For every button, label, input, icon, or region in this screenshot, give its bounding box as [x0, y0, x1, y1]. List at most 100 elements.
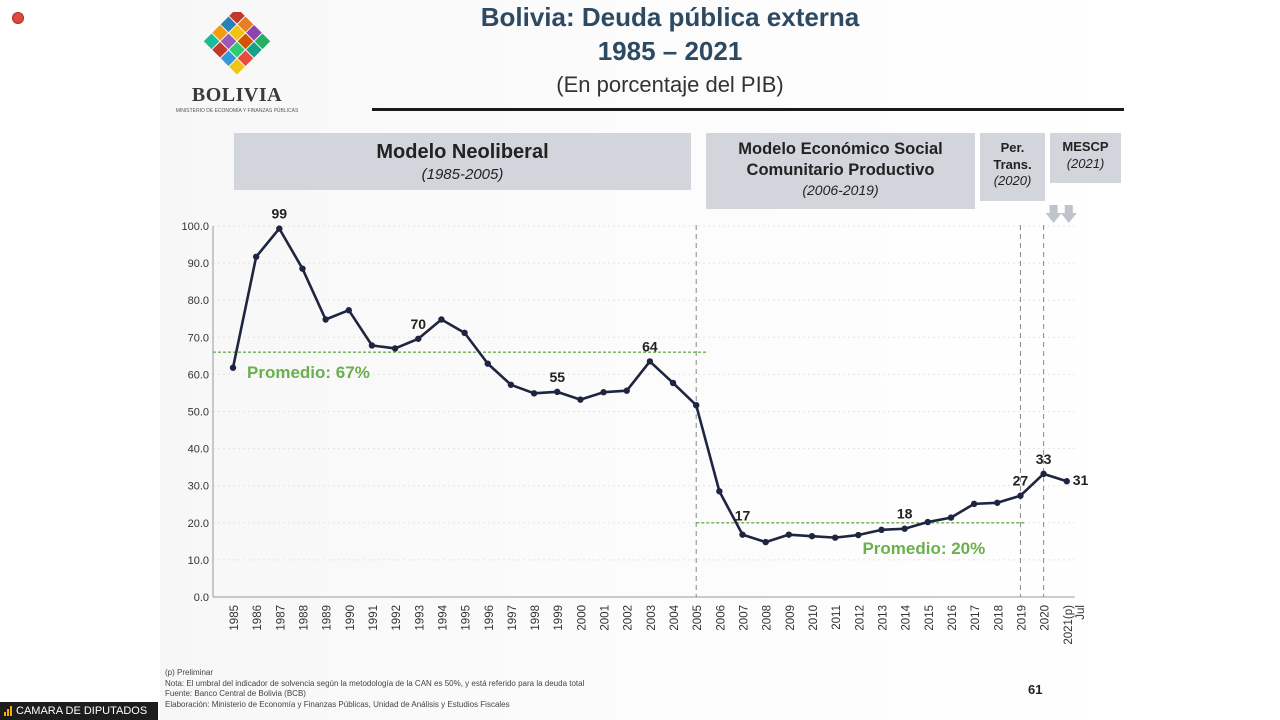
period-name: Per. Trans.	[980, 139, 1045, 173]
x-tick-label: 2012	[854, 605, 866, 631]
note-elaboracion: Elaboración: Ministerio de Economía y Fi…	[165, 699, 510, 709]
data-point	[554, 388, 561, 396]
x-tick-label: 2005	[692, 605, 704, 631]
data-point	[693, 401, 700, 409]
data-label: 64	[642, 338, 658, 354]
period-years: (2021)	[1066, 156, 1105, 171]
x-tick-label: 2014	[901, 604, 913, 630]
x-tick-label: 2007	[739, 605, 751, 631]
page-number: 61	[1028, 682, 1043, 697]
data-point	[276, 225, 283, 232]
period-name: MESCP	[1062, 139, 1109, 154]
data-point	[1040, 470, 1047, 478]
x-tick-label: 2009	[785, 605, 797, 631]
x-tick-label: 2015	[924, 605, 936, 631]
x-tick-label: 2018	[993, 605, 1005, 631]
period-mescp: MESCP (2021)	[1050, 133, 1121, 183]
slide	[160, 0, 1127, 720]
y-tick-label: 0.0	[194, 592, 209, 604]
average-label: Promedio: 20%	[862, 539, 985, 558]
x-tick-label: 1995	[461, 605, 473, 631]
data-point	[1017, 492, 1024, 499]
x-tick-label: 2019	[1016, 605, 1028, 631]
note-preliminar: (p) Preliminar	[165, 668, 214, 677]
data-point	[855, 531, 862, 539]
x-tick-label: 1998	[530, 605, 542, 631]
average-label: Promedio: 67%	[247, 363, 370, 382]
data-point	[669, 379, 677, 387]
data-point	[252, 253, 260, 260]
broadcast-bar: CAMARA DE DIPUTADOS	[0, 702, 158, 720]
period-transicion: Per. Trans. (2020)	[980, 133, 1045, 201]
x-tick-label: 2000	[576, 605, 588, 631]
x-tick-label: 1988	[298, 605, 310, 631]
period-years: (1985-2005)	[421, 166, 504, 183]
x-tick-label: 2001	[600, 605, 612, 631]
period-name-line1: Per.	[1000, 140, 1025, 155]
x-tick-label: 2004	[669, 604, 681, 630]
data-point	[831, 534, 839, 541]
y-tick-label: 50.0	[188, 407, 209, 419]
y-tick-label: 20.0	[188, 518, 209, 530]
x-tick-label: 1989	[322, 605, 334, 631]
x-tick-label: 1990	[345, 605, 357, 631]
y-tick-label: 10.0	[188, 555, 209, 567]
data-point	[507, 381, 515, 388]
data-point	[924, 518, 931, 526]
period-name: Modelo Económico Social Comunitario Prod…	[706, 139, 975, 181]
period-years: (2020)	[993, 173, 1032, 188]
period-social-comunitario: Modelo Económico Social Comunitario Prod…	[706, 133, 975, 209]
series-line	[231, 227, 1068, 544]
down-arrow-icon	[1045, 205, 1062, 223]
data-point	[994, 499, 1001, 506]
x-tick-label: 1994	[437, 604, 449, 630]
x-tick-label: 2021(p)	[1063, 605, 1075, 645]
logo-mosaic-icon	[203, 8, 271, 75]
data-point	[623, 387, 630, 394]
data-point	[739, 531, 746, 538]
data-label: 31	[1073, 472, 1089, 488]
debt-line-chart: 0.0 10.0 20.0 30.0 40.0 50.0 60.0 70.0 80.0 90.0 1…	[181, 205, 1089, 645]
data-point	[762, 538, 769, 546]
chart-title-line1: Bolivia: Deuda pública externa	[480, 2, 860, 32]
chart-subtitle: (En porcentaje del PIB)	[556, 72, 784, 97]
x-tick-label: 1997	[507, 605, 519, 631]
data-label: 99	[272, 206, 288, 222]
x-tick-label: 1985	[229, 605, 241, 631]
data-point	[716, 488, 723, 495]
x-tick-label: 1999	[553, 605, 565, 631]
data-point	[646, 358, 654, 365]
note-umbral: Nota: El umbral del indicador de solvenc…	[165, 678, 585, 688]
logo-subtext: MINISTERIO DE ECONOMÍA Y FINANZAS PÚBLIC…	[175, 108, 299, 114]
x-tick-label: 2020	[1040, 605, 1052, 631]
y-tick-label: 80.0	[188, 295, 209, 307]
data-point	[415, 335, 422, 342]
data-point	[577, 396, 584, 403]
data-point	[530, 390, 538, 397]
y-tick-label: 70.0	[188, 332, 209, 344]
x-tick-label-extra: Jul	[1075, 605, 1087, 620]
logo-name: BOLIVIA	[191, 84, 283, 106]
data-point	[229, 364, 237, 371]
data-label: 33	[1036, 451, 1052, 467]
data-point	[345, 307, 352, 314]
title-rule	[372, 108, 1124, 111]
data-point	[901, 525, 908, 532]
x-tick-label: 2017	[970, 605, 982, 631]
x-tick-label: 2002	[623, 605, 635, 631]
broadcast-label: CAMARA DE DIPUTADOS	[16, 705, 148, 717]
data-label: 17	[735, 508, 751, 524]
record-indicator-icon	[12, 12, 24, 24]
x-tick-label: 2006	[715, 605, 727, 631]
down-arrow-icon	[1060, 205, 1077, 223]
x-tick-label: 2003	[646, 605, 658, 631]
data-label: 27	[1013, 473, 1029, 489]
period-name-line2: Comunitario Productivo	[746, 161, 935, 179]
data-point	[947, 514, 955, 521]
y-tick-label: 90.0	[188, 258, 209, 270]
data-point	[970, 500, 978, 508]
ministry-logo: BOLIVIA MINISTERIO DE ECONOMÍA Y FINANZA…	[167, 8, 307, 124]
data-point	[1063, 478, 1070, 485]
period-name: Modelo Neoliberal	[376, 141, 549, 163]
x-tick-label: 2008	[762, 605, 774, 631]
